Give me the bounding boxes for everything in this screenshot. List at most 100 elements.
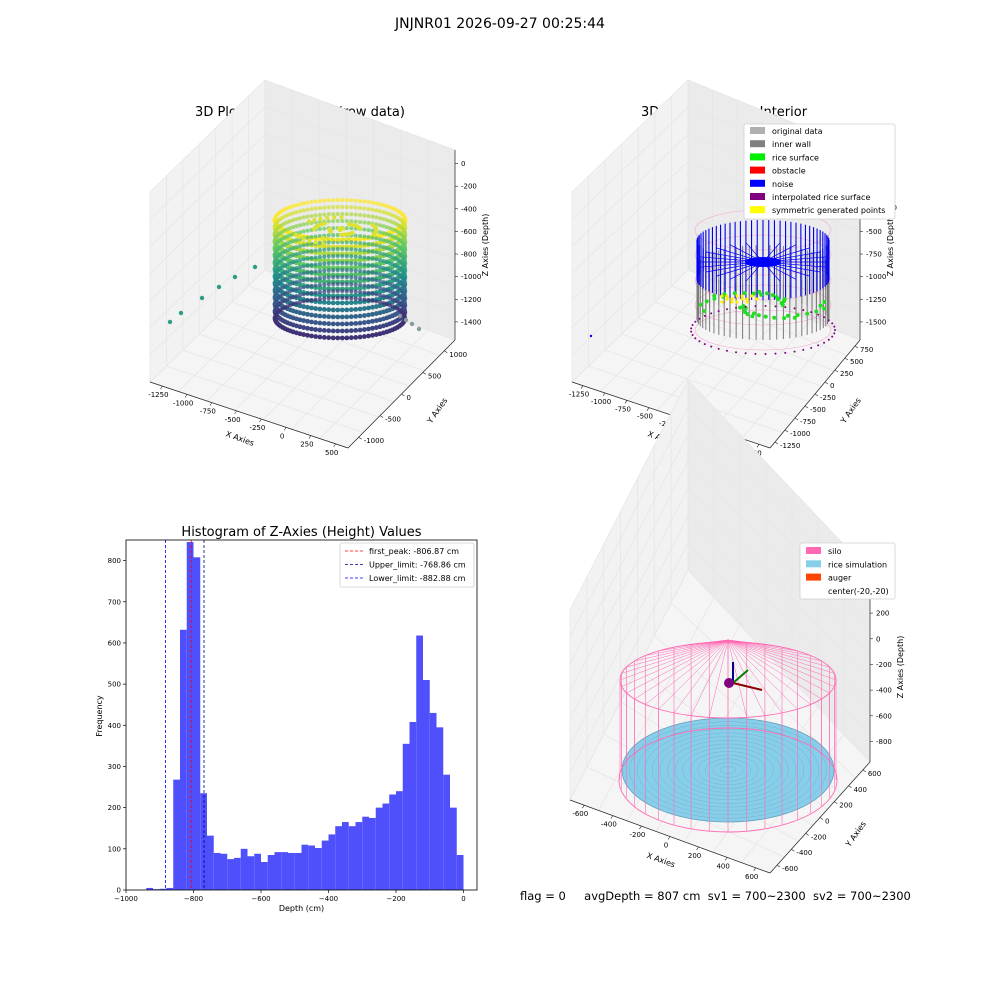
legend-label: center(-20,-20) xyxy=(828,587,889,596)
histogram-bar xyxy=(173,779,180,890)
data-point xyxy=(377,254,383,260)
x-tick xyxy=(724,857,728,861)
data-point xyxy=(301,229,306,234)
data-point xyxy=(309,207,314,212)
data-point xyxy=(297,202,302,207)
legend-label: symmetric generated points xyxy=(772,206,885,215)
y-axis-label: Y Axies xyxy=(838,396,863,426)
data-point xyxy=(325,215,330,220)
data-point xyxy=(321,265,327,270)
data-point xyxy=(291,225,296,230)
data-point xyxy=(370,298,375,303)
data-point xyxy=(402,223,407,228)
data-point xyxy=(384,288,389,293)
data-point xyxy=(357,327,363,333)
data-point xyxy=(353,265,359,270)
interpolated-point xyxy=(827,319,830,322)
x-tick-label: -500 xyxy=(637,413,653,421)
rice-surface-point xyxy=(712,296,717,301)
data-point xyxy=(297,258,302,263)
data-point xyxy=(353,212,358,217)
data-point xyxy=(321,251,327,256)
data-point xyxy=(309,256,314,261)
interpolated-point xyxy=(691,324,694,327)
data-point xyxy=(322,247,327,252)
data-point xyxy=(305,318,310,324)
data-point xyxy=(381,224,386,229)
data-point xyxy=(321,241,326,246)
data-point xyxy=(357,271,363,277)
data-point xyxy=(317,282,322,287)
x-tick-label: 500 xyxy=(325,449,338,457)
data-point xyxy=(384,232,389,237)
data-point xyxy=(326,247,331,252)
data-point xyxy=(353,261,358,266)
data-point xyxy=(294,224,299,229)
histogram-bar xyxy=(321,840,329,890)
data-point xyxy=(349,254,354,259)
data-point xyxy=(353,300,359,305)
data-point xyxy=(366,263,371,268)
data-point xyxy=(402,307,407,312)
data-point xyxy=(340,268,345,273)
data-point xyxy=(344,275,349,280)
x-axis-line xyxy=(149,381,349,449)
z-tick-label: -500 xyxy=(866,228,882,236)
data-point xyxy=(358,289,363,294)
data-point xyxy=(349,247,354,252)
histogram-bar xyxy=(396,791,403,890)
silo-roof-line xyxy=(727,639,798,652)
data-point xyxy=(301,271,306,276)
data-point xyxy=(357,299,363,305)
data-point xyxy=(288,303,293,308)
data-point xyxy=(377,310,383,316)
gridline xyxy=(687,515,871,708)
gridline xyxy=(571,215,689,329)
data-point xyxy=(309,200,314,205)
data-point xyxy=(313,283,318,288)
y-tick-label: 1000 xyxy=(449,351,467,359)
data-point xyxy=(344,205,349,210)
data-point xyxy=(366,214,371,219)
histogram-bar xyxy=(342,822,349,890)
interpolated-point xyxy=(827,338,830,341)
data-point xyxy=(288,282,293,287)
histogram-bar xyxy=(301,844,309,890)
data-point xyxy=(374,271,379,276)
histogram-bar xyxy=(240,848,248,890)
data-point xyxy=(319,222,324,227)
data-point xyxy=(309,305,314,311)
x-tick-label: -1000 xyxy=(591,398,611,406)
data-point xyxy=(301,257,306,262)
data-point xyxy=(366,333,371,339)
z-tick-label: -750 xyxy=(866,251,882,259)
data-point xyxy=(294,203,299,208)
data-point xyxy=(349,205,354,210)
data-point xyxy=(366,277,371,282)
data-point xyxy=(309,291,314,296)
data-point xyxy=(305,298,310,303)
data-point xyxy=(358,212,363,217)
interpolated-point xyxy=(698,317,701,320)
data-point xyxy=(326,254,331,259)
data-point xyxy=(357,257,363,263)
data-point xyxy=(294,266,299,271)
interpolated-point xyxy=(690,327,693,330)
data-point xyxy=(297,216,302,221)
symmetric-point xyxy=(725,297,729,301)
y-tick-label: -1250 xyxy=(780,442,800,450)
data-point xyxy=(335,254,340,259)
data-point xyxy=(340,247,345,252)
data-point xyxy=(312,217,317,222)
x-tick-label: 0 xyxy=(664,842,668,850)
data-point xyxy=(335,212,340,217)
y-tick-label: 200 xyxy=(839,802,852,810)
data-point xyxy=(313,297,318,302)
gridline xyxy=(166,365,364,433)
gridline xyxy=(264,106,456,178)
data-point xyxy=(301,278,306,283)
data-point xyxy=(301,332,307,337)
data-point xyxy=(348,307,354,313)
gridline xyxy=(687,569,871,763)
data-point xyxy=(301,311,307,316)
